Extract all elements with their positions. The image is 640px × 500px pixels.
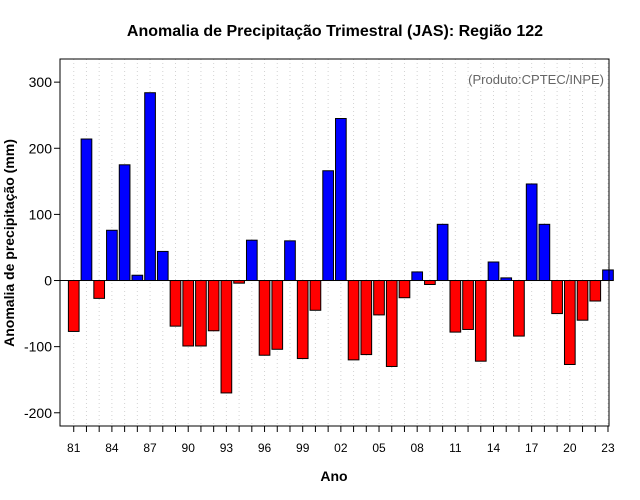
bar-2011 [449, 280, 462, 333]
bar-2007 [398, 280, 411, 299]
x-tick-label: 14 [487, 441, 501, 455]
bar-2004 [360, 280, 373, 356]
bar-1999 [296, 280, 309, 360]
bar-1995 [245, 239, 258, 282]
bar-1994 [233, 280, 245, 284]
bar-2016 [513, 280, 525, 337]
x-tick-label: 93 [220, 441, 234, 455]
x-axis-title: Ano [320, 468, 347, 484]
bar-2022 [589, 280, 602, 302]
bar-1987 [144, 92, 156, 282]
bar-1989 [169, 280, 182, 327]
bar-2008 [411, 271, 424, 282]
credit-annotation: (Produto:CPTEC/INPE) [468, 72, 604, 87]
bar-2013 [474, 280, 487, 362]
bar-1997 [271, 280, 284, 350]
bar-2010 [436, 223, 449, 282]
bar-1981 [67, 280, 80, 332]
x-tick-label: 90 [182, 441, 196, 455]
y-tick-label: 300 [29, 74, 53, 90]
x-tick-label: 17 [525, 441, 539, 455]
bar-2021 [576, 280, 589, 321]
y-tick-label: -100 [24, 339, 52, 355]
bar-1983 [93, 280, 106, 299]
bar-2019 [551, 280, 563, 315]
y-tick-label: 200 [29, 140, 53, 156]
bar-1984 [106, 229, 118, 282]
x-tick-label: 05 [372, 441, 386, 455]
y-tick-label: 100 [29, 206, 53, 222]
y-tick-label: 0 [44, 273, 52, 289]
bar-2015 [500, 277, 513, 282]
x-tick-label: 11 [449, 441, 462, 455]
bar-2001 [322, 170, 334, 282]
bar-2017 [525, 183, 538, 282]
bar-2018 [538, 223, 551, 282]
bar-2012 [462, 280, 474, 330]
bars [67, 92, 614, 394]
plot-frame [59, 58, 610, 427]
bar-1992 [207, 280, 220, 332]
bar-1998 [284, 240, 296, 282]
x-tick-label: 02 [334, 441, 348, 455]
x-axis: 81 84 87 90 93 96 99 02 05 08 11 14 17 20 23 [67, 426, 615, 455]
x-tick-label: 99 [296, 441, 310, 455]
x-tick-label: 87 [143, 441, 157, 455]
x-tick-label: 23 [601, 441, 615, 455]
bar-1996 [258, 280, 271, 356]
bar-2005 [373, 280, 385, 316]
bar-1993 [220, 280, 233, 394]
x-tick-label: 81 [67, 441, 81, 455]
x-tick-label: 96 [258, 441, 272, 455]
x-tick-label: 20 [563, 441, 577, 455]
bar-2023 [602, 269, 614, 282]
bar-2003 [347, 280, 360, 361]
bar-1988 [156, 250, 169, 282]
chart-title: Anomalia de Precipitação Trimestral (JAS… [127, 23, 543, 40]
y-axis: -200 -100 0 100 200 300 [24, 74, 60, 421]
x-tick-label: 08 [411, 441, 425, 455]
bar-2014 [487, 261, 500, 282]
y-axis-title: Anomalia de precipitação (mm) [1, 139, 17, 347]
bar-2020 [563, 280, 576, 366]
bar-2000 [309, 280, 322, 311]
y-tick-label: -200 [24, 405, 52, 421]
bar-1990 [182, 280, 195, 347]
bar-1986 [131, 274, 144, 282]
bar-2009 [424, 280, 436, 285]
bar-1982 [80, 138, 93, 282]
bar-1985 [118, 164, 131, 282]
bar-2006 [385, 280, 398, 367]
x-tick-label: 84 [105, 441, 119, 455]
bar-1991 [195, 280, 207, 347]
bar-2002 [335, 118, 347, 282]
